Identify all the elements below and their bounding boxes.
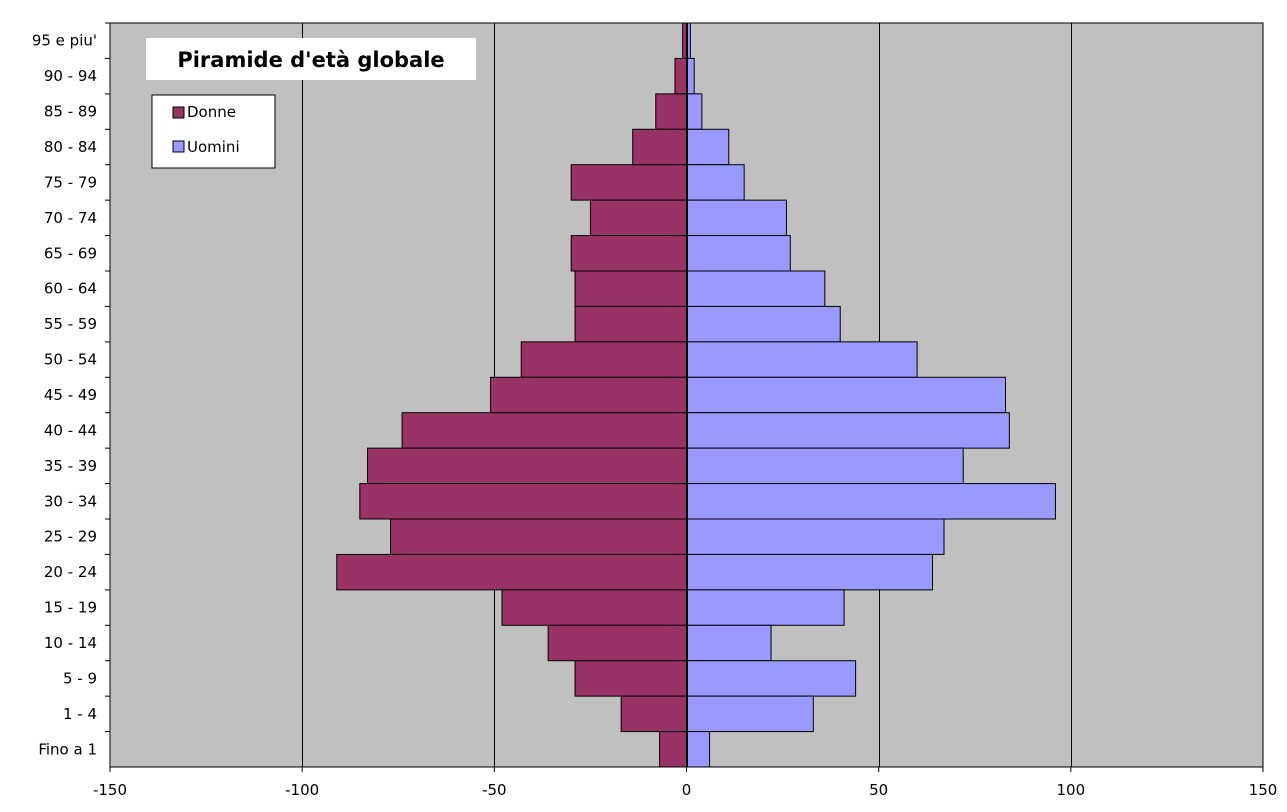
title-box: Piramide d'età globale (146, 38, 476, 80)
bar-donne-17 (547, 624, 688, 662)
bar-donne-14 (390, 518, 687, 555)
y-tick-label: 50 - 54 (44, 351, 97, 369)
bar-donne-5 (589, 199, 688, 237)
bar-uomini-8 (686, 305, 841, 343)
y-tick-label: 1 - 4 (63, 705, 97, 723)
bar-uomini-2 (686, 93, 703, 130)
y-tick-label: 25 - 29 (44, 528, 97, 546)
bar-donne-7 (574, 270, 687, 307)
bar-donne-18 (574, 660, 687, 697)
bar-donne-20 (659, 731, 688, 768)
bar-uomini-15 (686, 553, 933, 591)
y-tick-label: 90 - 94 (44, 67, 97, 85)
bar-uomini-18 (686, 660, 857, 697)
bar-uomini-9 (686, 341, 918, 378)
bar-donne-10 (489, 376, 687, 414)
bar-uomini-3 (686, 128, 730, 166)
bar-donne-8 (574, 305, 687, 343)
bar-uomini-11 (686, 412, 1010, 449)
legend-swatch-donne (172, 106, 185, 119)
bar-donne-0 (682, 22, 688, 59)
bar-uomini-20 (686, 731, 711, 768)
x-tick-label: 50 (869, 781, 888, 799)
bar-donne-13 (359, 483, 687, 520)
x-tick-label: 100 (1057, 781, 1086, 799)
legend-label-donne: Donne (187, 103, 236, 121)
bar-uomini-17 (686, 624, 772, 662)
x-tick-label: 0 (682, 781, 692, 799)
bar-uomini-16 (686, 589, 845, 626)
chart-title: Piramide d'età globale (177, 48, 444, 72)
bar-donne-19 (620, 695, 687, 733)
bar-donne-4 (570, 164, 688, 201)
x-tick-label: -150 (93, 781, 127, 799)
legend-label-uomini: Uomini (187, 138, 240, 156)
bars (336, 22, 1056, 768)
legend: Donne Uomini (151, 94, 276, 169)
y-tick-label: 55 - 59 (44, 315, 97, 333)
x-tick-labels: -150 -100 -50 0 50 100 150 (93, 767, 1277, 799)
bar-uomini-4 (686, 164, 745, 201)
y-tick-label: 15 - 19 (44, 599, 97, 617)
bar-donne-15 (336, 553, 687, 591)
x-tick-label: -100 (285, 781, 319, 799)
bar-donne-12 (367, 447, 687, 485)
bar-uomini-5 (686, 199, 787, 237)
y-tick-label: 30 - 34 (44, 492, 97, 510)
bar-uomini-13 (686, 483, 1056, 520)
legend-swatch-uomini (172, 140, 185, 153)
x-tick-label: 150 (1249, 781, 1278, 799)
bar-uomini-19 (686, 695, 814, 733)
y-tick-label: 20 - 24 (44, 563, 97, 581)
y-tick-label: 95 e piu' (32, 32, 97, 50)
bar-donne-9 (520, 341, 688, 378)
y-tick-label: 35 - 39 (44, 457, 97, 475)
bar-donne-11 (401, 412, 687, 449)
bar-uomini-7 (686, 270, 826, 307)
bar-donne-6 (570, 235, 688, 272)
bar-uomini-14 (686, 518, 945, 555)
bar-uomini-12 (686, 447, 964, 485)
bar-donne-1 (674, 57, 687, 95)
y-tick-label: 10 - 14 (44, 634, 97, 652)
bar-donne-2 (655, 93, 688, 130)
y-tick-label: 45 - 49 (44, 386, 97, 404)
x-tick-label: -50 (482, 781, 507, 799)
bar-uomini-10 (686, 376, 1006, 414)
y-tick-label: 75 - 79 (44, 173, 97, 191)
y-tick-label: 60 - 64 (44, 280, 97, 298)
y-tick-label: 85 - 89 (44, 103, 97, 121)
y-tick-label: 65 - 69 (44, 244, 97, 262)
y-tick-label: 40 - 44 (44, 421, 97, 439)
bar-uomini-6 (686, 235, 791, 272)
y-tick-label: 80 - 84 (44, 138, 97, 156)
bar-donne-3 (632, 128, 688, 166)
bar-donne-16 (501, 589, 687, 626)
y-tick-labels: 95 e piu' 90 - 94 85 - 89 80 - 84 75 - 79 70 … (32, 22, 110, 758)
y-tick-label: 5 - 9 (63, 669, 97, 687)
y-tick-label: Fino a 1 (38, 740, 97, 758)
y-tick-label: 70 - 74 (44, 209, 97, 227)
